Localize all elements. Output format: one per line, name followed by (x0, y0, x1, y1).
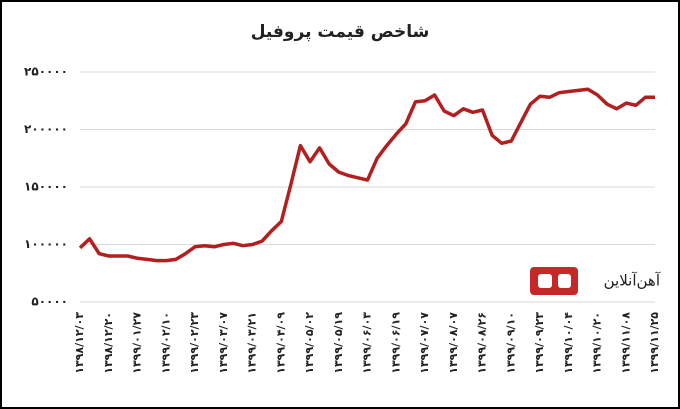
brand: آهن‌آنلاین (604, 272, 661, 290)
logo-mark (558, 274, 571, 288)
x-tick-label: ۱۳۹۹/۱۱/۲۵ (648, 312, 661, 374)
x-tick-label: ۱۳۹۹/۰۶/۱۹ (389, 312, 402, 374)
chart-title: شاخص قیمت پروفیل (251, 22, 430, 42)
x-tick-label: ۱۳۹۸/۱۲/۰۳ (73, 312, 86, 374)
x-tick-label: ۱۳۹۹/۰۴/۰۹ (274, 312, 287, 374)
y-tick-label: ۵۰۰۰۰ (31, 295, 68, 309)
x-tick-label: ۱۳۹۹/۱۰/۰۴ (562, 312, 575, 374)
x-tick-label: ۱۳۹۹/۰۸/۰۷ (447, 312, 460, 374)
x-tick-label: ۱۳۹۹/۰۸/۲۶ (476, 312, 489, 374)
x-tick-label: ۱۳۹۹/۰۲/۱۰ (159, 312, 172, 374)
logo-mark (538, 274, 552, 288)
data-line (78, 87, 655, 263)
x-tick-label: ۱۳۹۹/۰۶/۰۳ (361, 312, 374, 374)
y-tick-label: ۱۵۰۰۰۰ (24, 180, 68, 194)
y-tick-label: ۲۰۰۰۰۰ (24, 122, 68, 136)
x-tick-label: ۱۳۹۸/۱۲/۲۰ (102, 312, 115, 374)
x-tick-label: ۱۳۹۹/۰۱/۲۷ (131, 312, 144, 374)
logo: آهن‌آنلاین (530, 267, 661, 295)
y-tick-label: ۱۰۰۰۰۰ (24, 237, 68, 251)
y-tick-label: ۲۵۰۰۰۰ (24, 65, 68, 79)
x-tick-label: ۱۳۹۹/۰۳/۰۷ (217, 312, 230, 374)
x-tick-label: ۱۳۹۹/۰۵/۰۲ (303, 312, 316, 374)
x-tick-label: ۱۳۹۹/۰۹/۲۳ (533, 312, 546, 374)
x-tick-label: ۱۳۹۹/۰۳/۲۱ (246, 312, 259, 374)
x-tick-label: ۱۳۹۹/۰۷/۰۷ (418, 312, 431, 374)
x-tick-label: ۱۳۹۹/۰۵/۱۹ (332, 312, 345, 374)
x-tick-label: ۱۳۹۹/۱۱/۰۸ (619, 312, 632, 374)
x-tick-label: ۱۳۹۹/۰۲/۲۳ (188, 312, 201, 374)
x-tick-label: ۱۳۹۹/۰۹/۱۰ (504, 312, 517, 374)
x-tick-label: ۱۳۹۹/۱۰/۲۰ (591, 312, 604, 374)
